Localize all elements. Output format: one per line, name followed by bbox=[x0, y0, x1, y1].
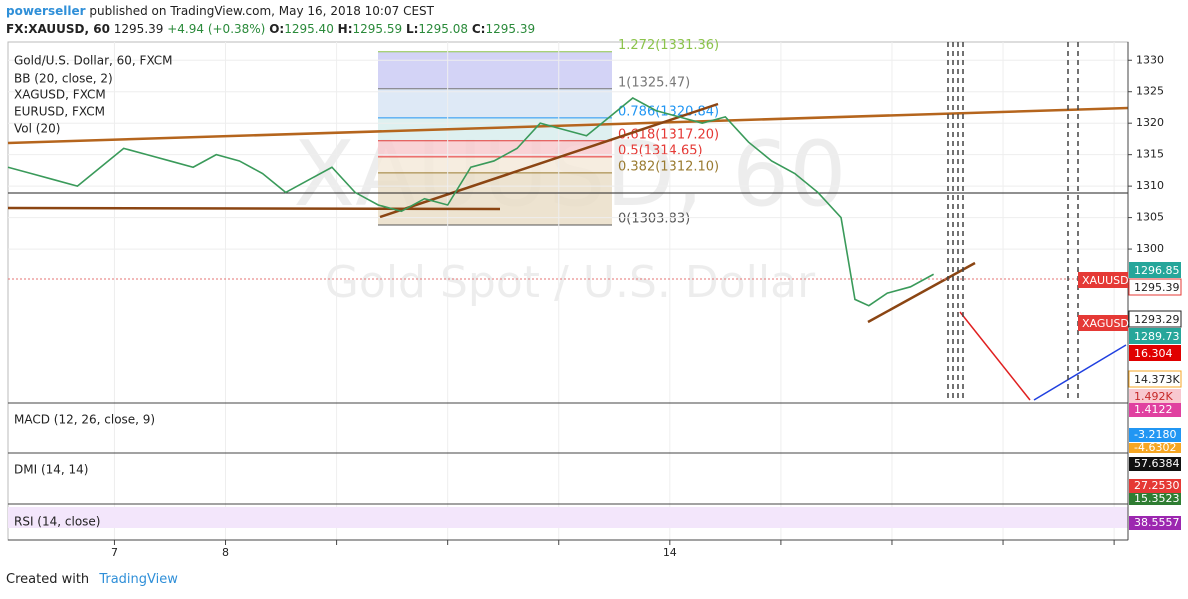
tag: 57.6384 bbox=[1134, 457, 1180, 470]
user: powerseller bbox=[6, 4, 86, 18]
pane-label: DMI (14, 14) bbox=[14, 463, 88, 477]
x-tick-label: 7 bbox=[111, 546, 118, 559]
tag: 16.304 bbox=[1134, 347, 1173, 360]
watermark-sub: Gold Spot / U.S. Dollar bbox=[325, 257, 816, 308]
y-tick-label: 1310 bbox=[1136, 179, 1164, 192]
o-label: O: bbox=[269, 22, 285, 36]
trendline bbox=[867, 261, 976, 324]
fib-group: 1.272(1331.36) 1(1325.47) 0.786(1320.84) 0.… bbox=[378, 38, 719, 226]
fib-label: 0(1303.83) bbox=[618, 211, 690, 226]
fib-zone bbox=[378, 140, 612, 157]
l: 1295.08 bbox=[418, 22, 469, 36]
brand[interactable]: TradingView bbox=[99, 572, 178, 587]
x-tick-label: 14 bbox=[663, 546, 677, 559]
trendline bbox=[379, 102, 719, 219]
series-group bbox=[7, 97, 935, 307]
footer: Created with TradingView bbox=[6, 572, 178, 587]
tag: 38.5557 bbox=[1134, 516, 1180, 529]
symbol: FX:XAUUSD, 60 bbox=[6, 22, 110, 36]
tag: 1289.73 bbox=[1134, 330, 1180, 343]
y-tick-label: 1325 bbox=[1136, 85, 1164, 98]
trendline bbox=[7, 106, 1129, 145]
fib-label: 1.272(1331.36) bbox=[618, 38, 719, 53]
grid-group: 1300 1305 1310 1315 1320 1325 1330 7 8 14 bbox=[8, 42, 1164, 559]
h-label: H: bbox=[337, 22, 353, 36]
tag: 1296.85 bbox=[1134, 264, 1180, 277]
fib-zone bbox=[378, 51, 612, 89]
tag: 1.492K bbox=[1134, 390, 1173, 403]
fib-label: 0.786(1320.84) bbox=[618, 104, 719, 119]
pane-label: RSI (14, close) bbox=[14, 515, 100, 529]
y-tick-label: 1300 bbox=[1136, 242, 1164, 255]
arrow bbox=[1033, 344, 1127, 401]
tag: 14.373K bbox=[1134, 373, 1180, 386]
chart-title: Gold/U.S. Dollar, 60, FXCM bbox=[14, 54, 173, 68]
last: 1295.39 bbox=[113, 22, 164, 36]
fib-zone bbox=[378, 156, 612, 173]
h: 1295.59 bbox=[352, 22, 403, 36]
tag: 15.3523 bbox=[1134, 492, 1180, 505]
fib-label: 0.382(1312.10) bbox=[618, 159, 719, 174]
c: 1295.39 bbox=[485, 22, 536, 36]
tag: 27.2530 bbox=[1134, 479, 1180, 492]
tag: XAUUSD bbox=[1082, 274, 1129, 287]
price-tags: XAUUSD 1296.85 1295.39 XAGUSD 1293.29 12… bbox=[1078, 262, 1182, 530]
published: published on TradingView.com, May 16, 20… bbox=[89, 4, 434, 18]
trendline bbox=[7, 206, 501, 211]
arrow bbox=[959, 311, 1031, 401]
indicator-label: Vol (20) bbox=[14, 122, 60, 136]
y-tick-label: 1305 bbox=[1136, 211, 1164, 224]
tag: 1.4122 bbox=[1134, 403, 1173, 416]
y-tick-label: 1315 bbox=[1136, 148, 1164, 161]
fib-label: 0.618(1317.20) bbox=[618, 127, 719, 142]
x-tick-label: 8 bbox=[222, 546, 229, 559]
change: +4.94 (+0.38%) bbox=[167, 22, 266, 36]
tag: 1295.39 bbox=[1134, 281, 1180, 294]
tag: 1293.29 bbox=[1134, 313, 1180, 326]
header: powerseller published on TradingView.com… bbox=[6, 2, 535, 38]
event-lines bbox=[947, 42, 1079, 400]
rsi-band bbox=[8, 507, 1128, 528]
l-label: L: bbox=[405, 22, 419, 36]
indicator-label: EURUSD, FXCM bbox=[14, 105, 105, 119]
fib-zone bbox=[378, 88, 612, 118]
fib-zone bbox=[378, 172, 612, 225]
indicator-label: XAGUSD, FXCM bbox=[14, 88, 106, 102]
fib-label: 0.5(1314.65) bbox=[618, 143, 703, 158]
tag: -4.6302 bbox=[1134, 441, 1176, 454]
fib-label: 1(1325.47) bbox=[618, 75, 690, 90]
pane-label: MACD (12, 26, close, 9) bbox=[14, 413, 155, 427]
o: 1295.40 bbox=[284, 22, 334, 36]
y-tick-label: 1320 bbox=[1136, 116, 1164, 129]
price-line bbox=[7, 97, 935, 307]
tag: XAGUSD bbox=[1082, 317, 1129, 330]
indicator-label: BB (20, close, 2) bbox=[14, 72, 113, 86]
c-label: C: bbox=[471, 22, 486, 36]
tag: -3.2180 bbox=[1134, 428, 1176, 441]
y-tick-label: 1330 bbox=[1136, 53, 1164, 66]
created: Created with bbox=[6, 572, 90, 587]
